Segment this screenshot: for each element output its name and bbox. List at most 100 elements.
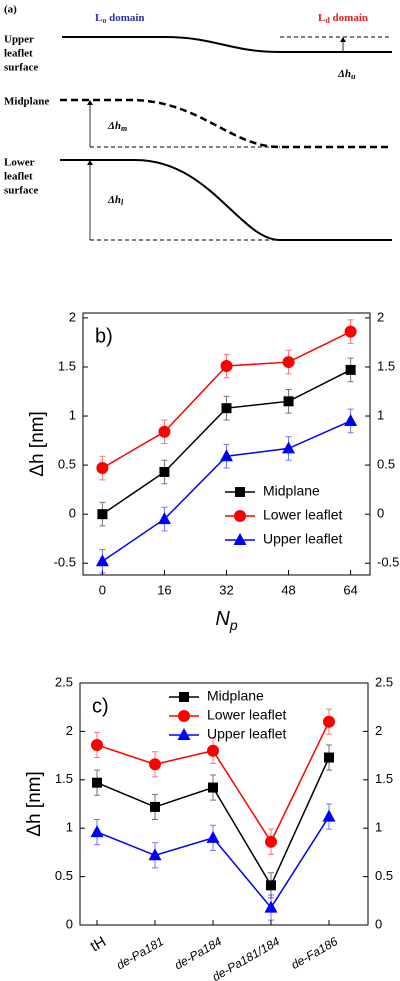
marker <box>91 738 103 751</box>
marker <box>208 782 218 793</box>
marker <box>344 325 357 338</box>
x-tick-label: de-Pa184 <box>172 934 224 972</box>
y-tick-label: 0.5 <box>58 457 76 472</box>
legend-label: Lower leaflet <box>207 707 286 723</box>
delta-label: Δhm <box>107 120 127 133</box>
upper-surface <box>62 36 392 53</box>
y-axis-label: Δh [nm] <box>27 411 48 477</box>
y-tick-label: -0.5 <box>54 555 76 570</box>
x-tick-label: 64 <box>343 582 357 597</box>
chart: 0 0 0.5 0.5 1 1 1.5 1.5 2 2 2.5 2.5 tH de-Pa181 de-Pa1… <box>24 674 393 981</box>
text: u <box>351 72 356 81</box>
y-tick-label-right: -0.5 <box>377 555 399 570</box>
legend-marker <box>234 510 246 522</box>
marker <box>96 462 109 475</box>
y-tick-label-right: 0 <box>377 506 384 521</box>
domain-label: Lo domain <box>95 12 145 25</box>
marker <box>265 835 277 848</box>
marker <box>97 509 108 520</box>
legend-marker <box>177 728 191 740</box>
y-tick-label-right: 2 <box>377 309 384 324</box>
text: Δh <box>107 194 121 206</box>
x-tick-label: 16 <box>157 582 171 597</box>
text: N <box>215 608 230 630</box>
y-tick-label: 0.5 <box>55 868 73 883</box>
label: leaflet <box>4 48 33 60</box>
text: d <box>325 16 330 25</box>
text: Δh <box>107 120 121 132</box>
chart: -0.5 -0.5 0 0 0.5 0.5 1 1 1.5 1.5 2 2 0 16 32 48 64 Np Δh … <box>27 309 399 632</box>
y-tick-label-right: 0.5 <box>377 457 395 472</box>
legend-label: Midplane <box>263 483 320 499</box>
marker <box>157 512 171 525</box>
marker <box>220 359 233 372</box>
legend-marker <box>179 692 189 702</box>
marker <box>95 554 109 567</box>
arrowhead <box>87 100 93 105</box>
label: Lower <box>4 157 35 169</box>
marker <box>283 396 294 407</box>
y-tick-label-right: 1.5 <box>375 771 393 786</box>
marker <box>158 425 171 438</box>
arrowheads <box>87 37 346 165</box>
x-axis-label: Np <box>215 608 237 632</box>
marker <box>324 752 334 763</box>
legend-marker <box>178 710 190 722</box>
y-tick-label: 2.5 <box>55 674 73 689</box>
legend-marker <box>233 533 247 545</box>
marker <box>323 715 335 728</box>
legend-label: Upper leaflet <box>207 726 286 742</box>
y-tick-label: 0 <box>69 506 76 521</box>
text: l <box>121 198 124 207</box>
y-tick-label: 1.5 <box>55 771 73 786</box>
y-tick-label: 2 <box>66 723 73 738</box>
text: p <box>229 617 238 633</box>
marker <box>207 744 219 757</box>
x-tick-label: de-Fa186 <box>289 934 341 972</box>
y-tick-label: 1 <box>69 407 76 422</box>
text: domain <box>330 12 368 24</box>
marker <box>344 413 358 426</box>
legend-label: Midplane <box>207 688 264 704</box>
arrowhead <box>87 160 93 165</box>
panel-label: b) <box>95 325 113 347</box>
text: L <box>318 12 325 24</box>
y-axis-label: Δh [nm] <box>24 771 45 837</box>
label: surface <box>4 185 38 197</box>
arrowhead <box>340 37 346 42</box>
text: Δh <box>337 68 351 80</box>
marker <box>266 880 276 891</box>
delta-label: Δhu <box>337 68 356 81</box>
legend-label: Lower leaflet <box>263 507 342 523</box>
y-tick-label-right: 2.5 <box>375 674 393 689</box>
marker <box>206 830 220 843</box>
plot-frame <box>79 682 369 926</box>
delta-label: Δhl <box>107 194 124 207</box>
text: L <box>95 12 102 24</box>
marker <box>345 364 356 375</box>
label: Upper <box>4 34 34 46</box>
label: surface <box>4 62 38 74</box>
y-tick-label-right: 1 <box>375 820 382 835</box>
y-tick-label: 1.5 <box>58 358 76 373</box>
text: domain <box>106 12 144 24</box>
x-tick-label: tH <box>87 933 108 955</box>
midplane-line <box>60 98 392 149</box>
panel-label: (a) <box>4 4 17 16</box>
y-tick-label: 2 <box>69 309 76 324</box>
marker <box>149 758 161 771</box>
marker <box>221 403 232 414</box>
x-tick-label: 0 <box>99 582 106 597</box>
lower-surface <box>60 159 392 241</box>
legend-marker <box>235 487 245 497</box>
domain-label: Ld domain <box>318 12 368 25</box>
marker <box>150 801 160 812</box>
surfaces <box>60 36 392 241</box>
marker <box>264 900 278 913</box>
y-tick-label-right: 0.5 <box>375 868 393 883</box>
marker <box>90 825 104 838</box>
legend-label: Upper leaflet <box>263 531 342 547</box>
label: leaflet <box>4 171 33 183</box>
diagram: (a) Lo domain Ld domain Upper leaflet su… <box>4 4 392 241</box>
